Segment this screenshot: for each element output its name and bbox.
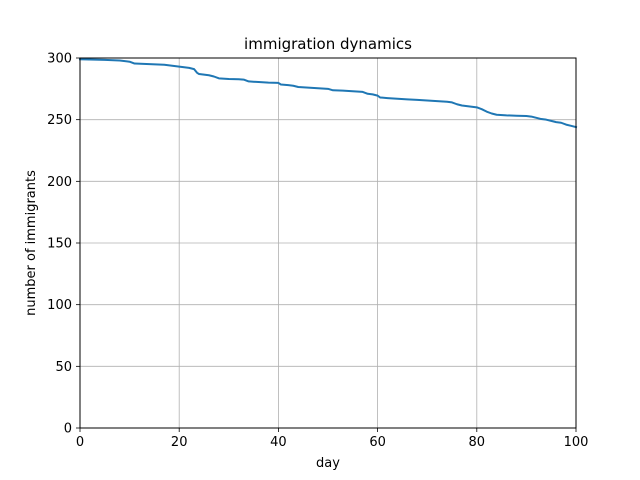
x-axis-label: day [316, 456, 340, 471]
series-line [78, 58, 578, 129]
x-axis: 0 20 40 60 80 100 [76, 428, 589, 450]
x-tick-label: 40 [270, 435, 287, 450]
y-axis: 0 50 100 150 200 250 300 [47, 52, 80, 437]
y-tick-label: 300 [47, 52, 72, 67]
series-layer [78, 58, 578, 129]
y-tick-label: 0 [64, 422, 72, 437]
y-tick-label: 250 [47, 113, 72, 128]
x-tick-label: 0 [76, 435, 84, 450]
x-tick-label: 100 [564, 435, 589, 450]
y-tick-label: 100 [47, 298, 72, 313]
x-tick-label: 60 [369, 435, 386, 450]
y-tick-label: 200 [47, 175, 72, 190]
y-tick-label: 50 [55, 360, 72, 375]
chart-title: immigration dynamics [244, 35, 412, 53]
x-tick-label: 20 [171, 435, 188, 450]
y-tick-label: 150 [47, 237, 72, 252]
x-tick-label: 80 [469, 435, 486, 450]
y-axis-label: number of immigrants [24, 170, 39, 316]
